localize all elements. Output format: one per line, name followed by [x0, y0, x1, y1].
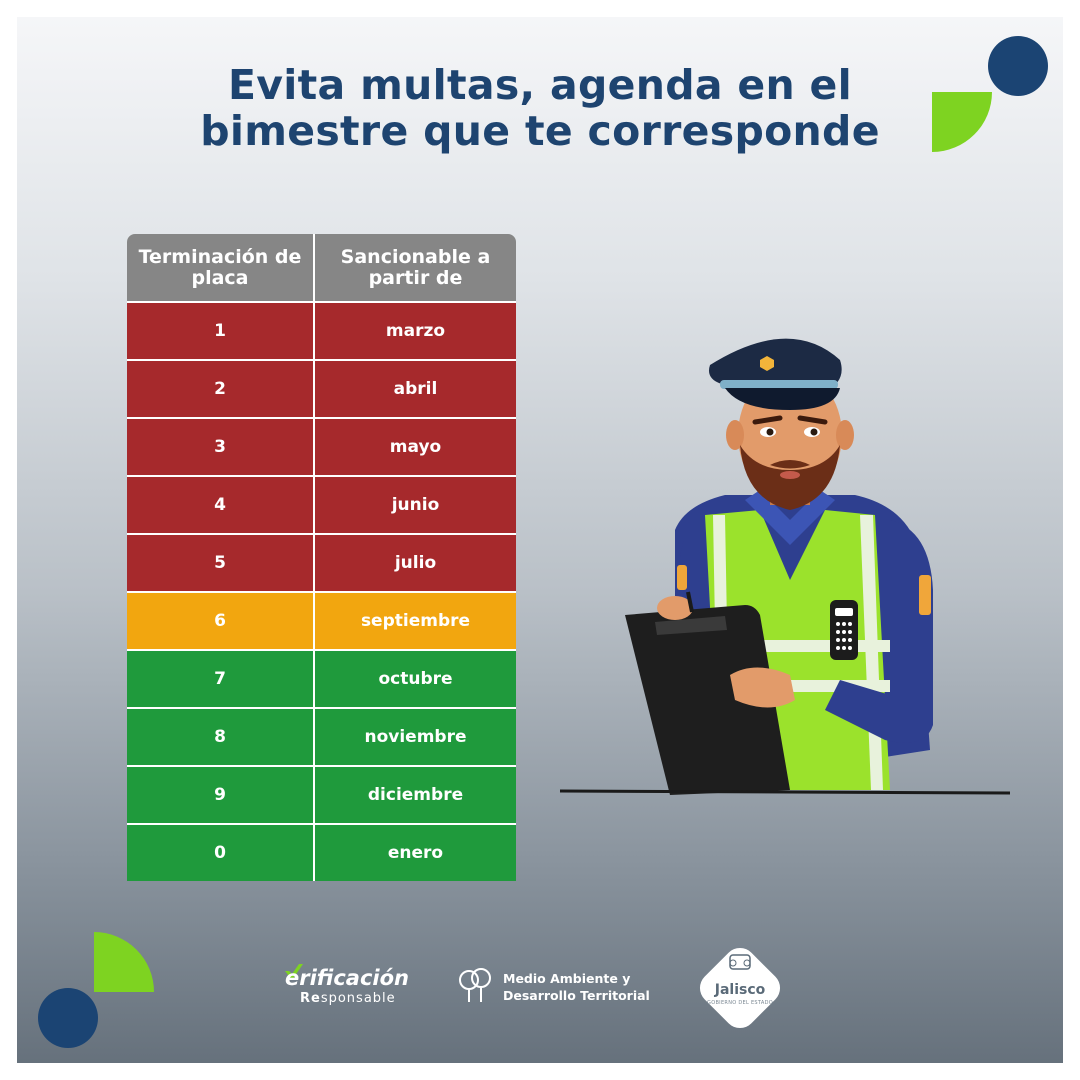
medio-ambiente-logo-text: Medio Ambiente y Desarrollo Territorial: [503, 970, 650, 1004]
table-row: 4 junio: [127, 475, 516, 533]
title-line-1: Evita multas, agenda en el: [227, 61, 853, 109]
jalisco-badge-icon: [699, 947, 781, 1029]
header-plate-ending: Terminación de placa: [127, 234, 315, 301]
page-title: Evita multas, agenda en el bimestre que …: [0, 62, 1080, 154]
responsable-logo-text: Responsable: [300, 991, 396, 1006]
table-row: 9 diciembre: [127, 765, 516, 823]
sanction-month: julio: [315, 533, 516, 591]
medio-ambiente-line-2: Desarrollo Territorial: [503, 988, 650, 1003]
checkmark-icon: [285, 964, 303, 980]
table-row: 6 septiembre: [127, 591, 516, 649]
plate-digit: 8: [127, 707, 315, 765]
plate-digit: 2: [127, 359, 315, 417]
jalisco-logo-text: Jalisco: [714, 982, 766, 998]
table-header-row: Terminación de placa Sancionable a parti…: [127, 234, 516, 301]
traffic-officer-illustration: [559, 338, 1011, 795]
table-row: 3 mayo: [127, 417, 516, 475]
navy-circle-top-right: [988, 36, 1048, 96]
plate-digit: 7: [127, 649, 315, 707]
responsable-bold: Re: [300, 991, 321, 1006]
header-sanctionable-from: Sancionable a partir de: [315, 234, 516, 301]
table-row: 7 octubre: [127, 649, 516, 707]
table-row: 1 marzo: [127, 301, 516, 359]
sanction-month: diciembre: [315, 765, 516, 823]
plate-digit: 3: [127, 417, 315, 475]
plate-digit: 1: [127, 301, 315, 359]
sanction-month: enero: [315, 823, 516, 881]
plate-digit: 6: [127, 591, 315, 649]
medio-ambiente-line-1: Medio Ambiente y: [503, 971, 631, 986]
table-row: 5 julio: [127, 533, 516, 591]
table-row: 8 noviembre: [127, 707, 516, 765]
sanction-month: abril: [315, 359, 516, 417]
responsable-rest: sponsable: [320, 991, 396, 1006]
plate-digit: 0: [127, 823, 315, 881]
sanction-month: marzo: [315, 301, 516, 359]
sanction-month: octubre: [315, 649, 516, 707]
gobierno-del-estado-text: GOBIERNO DEL ESTADO: [707, 1000, 773, 1006]
sanction-month: junio: [315, 475, 516, 533]
sanction-month: septiembre: [315, 591, 516, 649]
title-line-2: bimestre que te corresponde: [200, 107, 880, 155]
navy-circle-bottom-left: [38, 988, 98, 1048]
table-row: 2 abril: [127, 359, 516, 417]
plate-digit: 4: [127, 475, 315, 533]
sanction-month: mayo: [315, 417, 516, 475]
plate-digit: 9: [127, 765, 315, 823]
tree-icon: [459, 968, 491, 1002]
table-row: 0 enero: [127, 823, 516, 881]
sanction-month: noviembre: [315, 707, 516, 765]
verificacion-logo-text: erificación: [285, 966, 409, 990]
plate-schedule-table: Terminación de placa Sancionable a parti…: [127, 234, 516, 881]
plate-digit: 5: [127, 533, 315, 591]
